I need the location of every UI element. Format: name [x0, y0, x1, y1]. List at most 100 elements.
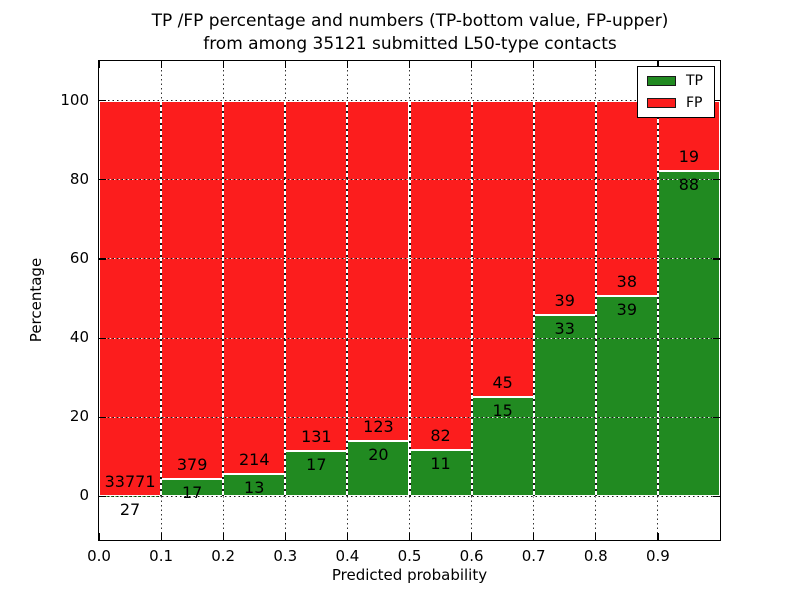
- y-tick-label: 60: [69, 248, 89, 267]
- legend-item-fp: FP: [647, 96, 703, 110]
- legend-label-fp: FP: [686, 95, 703, 111]
- fp-bar-segment: [471, 100, 534, 398]
- x-tick: [346, 61, 349, 68]
- x-tick-label: 0.7: [521, 547, 546, 565]
- x-tick: [284, 533, 286, 540]
- tp-count-label: 88: [678, 174, 700, 194]
- tp-count-label: 27: [119, 500, 141, 520]
- fp-bar-segment: [533, 100, 596, 315]
- y-tick: [99, 337, 106, 339]
- tp-count-label: 15: [492, 401, 513, 421]
- fp-count-label: 123: [363, 417, 394, 437]
- x-tick: [98, 533, 100, 540]
- x-tick: [533, 61, 535, 68]
- x-tick: [160, 533, 162, 540]
- vertical-gridline: [533, 496, 535, 540]
- x-tick-label: 0.8: [583, 547, 608, 565]
- x-tick: [98, 61, 100, 68]
- vertical-gridline: [284, 61, 286, 101]
- x-tick-label: 0.0: [87, 547, 111, 565]
- vertical-gridline: [657, 496, 659, 540]
- y-tick: [713, 100, 720, 102]
- fp-bar-segment: [347, 100, 410, 442]
- vertical-gridline: [532, 100, 535, 497]
- vertical-gridline: [160, 496, 162, 540]
- x-tick: [533, 533, 535, 540]
- vertical-gridline: [222, 61, 224, 101]
- horizontal-gridline: [99, 337, 720, 339]
- vertical-gridline: [222, 100, 225, 497]
- x-tick: [595, 533, 597, 540]
- tp-count-label: 33: [554, 319, 575, 338]
- fp-bar-segment: [285, 100, 348, 451]
- x-tick: [284, 61, 286, 68]
- legend-item-tp: TP: [647, 74, 703, 88]
- vertical-gridline: [471, 496, 473, 540]
- y-tick-label: 100: [60, 90, 89, 109]
- vertical-gridline: [346, 61, 348, 101]
- y-tick-label: 0: [79, 486, 89, 505]
- vertical-gridline: [595, 496, 597, 540]
- fp-count-label: 82: [430, 425, 451, 445]
- chart-title-line1: TP /FP percentage and numbers (TP-bottom…: [151, 11, 669, 31]
- horizontal-gridline: [99, 179, 720, 181]
- y-tick: [99, 258, 106, 260]
- vertical-gridline: [160, 100, 163, 497]
- fp-count-label: 131: [301, 426, 332, 446]
- x-tick: [222, 533, 224, 540]
- x-tick-label: 0.6: [459, 547, 484, 565]
- tp-bar-segment: [409, 449, 472, 497]
- horizontal-gridline: [99, 416, 720, 418]
- vertical-gridline: [470, 100, 473, 497]
- tp-bar-segment: [595, 295, 658, 497]
- x-tick-label: 0.9: [645, 547, 670, 565]
- vertical-gridline: [409, 496, 410, 540]
- tp-count-label: 39: [616, 299, 638, 319]
- x-tick: [471, 61, 473, 68]
- fp-count-label: 379: [176, 455, 208, 475]
- fp-bar-segment: [161, 100, 224, 480]
- vertical-gridline: [222, 496, 224, 540]
- y-axis-label: Percentage: [27, 257, 45, 343]
- y-tick: [713, 416, 720, 418]
- vertical-gridline: [346, 496, 348, 540]
- fp-count-label: 214: [238, 449, 270, 469]
- vertical-gridline: [533, 61, 535, 101]
- vertical-gridline: [408, 100, 411, 497]
- fp-count-label: 39: [554, 291, 575, 310]
- plot-area: TP FP 33771 27 379 17 214 13 131 17 123 20 82 11 45 1…: [60, 60, 721, 565]
- x-tick: [409, 533, 411, 540]
- x-tick-label: 0.2: [211, 547, 236, 565]
- x-tick-label: 0.1: [149, 547, 174, 565]
- vertical-gridline: [284, 496, 286, 540]
- fp-color-swatch: [647, 98, 676, 108]
- y-tick: [713, 495, 720, 498]
- x-tick: [222, 61, 224, 68]
- y-tick: [713, 258, 720, 260]
- tp-bar-segment: [657, 170, 720, 497]
- tp-bar-segment: [347, 441, 410, 497]
- chart-title-line2: from among 35121 submitted L50-type cont…: [203, 34, 617, 54]
- x-tick-label: 0.3: [273, 547, 298, 565]
- tp-count-label: 13: [244, 477, 265, 497]
- fp-bar-segment: [595, 100, 658, 296]
- fp-count-label: 45: [492, 373, 513, 393]
- x-axis-label: Predicted probability: [331, 566, 488, 584]
- vertical-gridline: [595, 61, 597, 101]
- x-tick: [595, 61, 597, 68]
- vertical-gridline: [656, 100, 659, 497]
- y-tick: [713, 179, 720, 181]
- y-tick-label: 40: [69, 328, 89, 347]
- y-tick: [99, 416, 106, 418]
- vertical-gridline: [346, 100, 349, 497]
- y-tick: [99, 179, 106, 181]
- x-tick: [471, 533, 473, 540]
- x-tick-label: 0.4: [335, 547, 360, 565]
- horizontal-gridline: [99, 495, 720, 497]
- chart-title: TP /FP percentage and numbers (TP-bottom…: [90, 10, 730, 56]
- vertical-gridline: [594, 100, 597, 497]
- legend-label-tp: TP: [686, 73, 703, 89]
- fp-count-label: 38: [616, 271, 638, 291]
- vertical-gridline: [471, 61, 473, 101]
